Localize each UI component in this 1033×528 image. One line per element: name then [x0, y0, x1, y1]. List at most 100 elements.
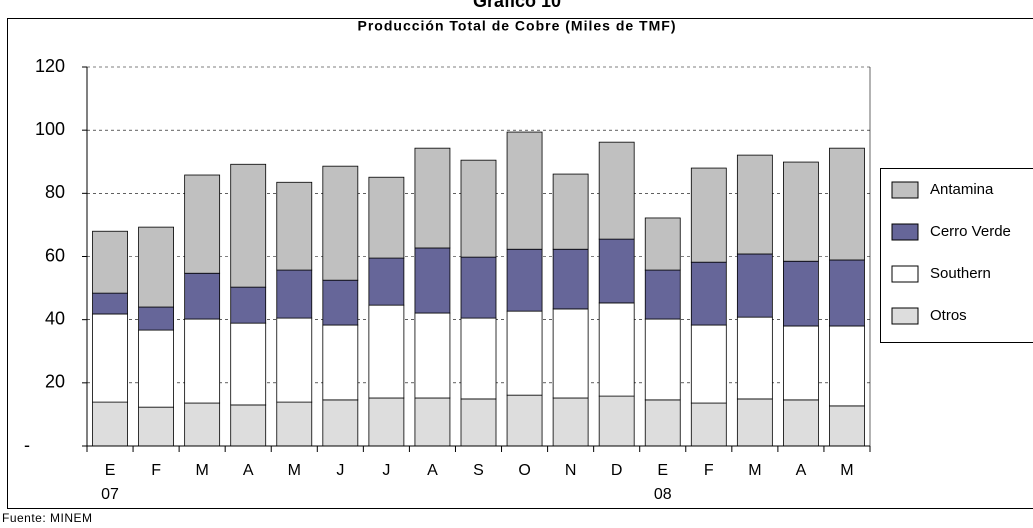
bar-segment	[644, 269, 681, 320]
bar-segment	[184, 174, 221, 274]
legend-swatch	[891, 307, 919, 325]
bar-segment	[598, 238, 635, 304]
bar-segment	[552, 173, 589, 250]
bar-segment	[138, 329, 174, 408]
bar-segment	[829, 259, 865, 327]
bar-segment	[138, 406, 174, 447]
bar-segment	[690, 402, 727, 447]
bar-segment	[414, 312, 451, 399]
bar-segment	[644, 318, 681, 401]
bar-segment	[368, 304, 405, 399]
x-tick-label: J	[382, 462, 390, 479]
legend-label: Antamina	[930, 181, 994, 198]
legend-swatch	[891, 265, 919, 283]
bar-segment	[230, 286, 267, 324]
bar-segment	[368, 397, 405, 447]
bar-segment	[598, 141, 635, 240]
bar-segment	[230, 322, 267, 406]
bar-segment	[552, 308, 589, 399]
x-tick-label: A	[796, 462, 807, 479]
bar-segment	[506, 394, 543, 447]
x-tick-label: O	[518, 462, 530, 479]
x-tick-label: M	[840, 462, 853, 479]
x-tick-label: E	[657, 462, 668, 479]
bar-segment	[598, 302, 635, 397]
bar-segment	[460, 317, 497, 400]
bar-segment	[138, 306, 174, 331]
bar-segment	[783, 260, 819, 327]
x-tick-label: A	[243, 462, 254, 479]
legend-swatch	[891, 181, 919, 199]
bar-segment	[184, 318, 221, 404]
bar-segment	[736, 154, 773, 255]
x-tick-label: M	[748, 462, 761, 479]
chart-title: Gráfico 10	[473, 0, 561, 11]
x-tick-label: M	[195, 462, 208, 479]
bar-segment	[736, 398, 773, 447]
bar-segment	[783, 161, 819, 262]
y-tick-label: 120	[35, 56, 65, 76]
x-tick-label: J	[336, 462, 344, 479]
year-label: 07	[101, 486, 119, 503]
bar-segment	[276, 269, 313, 319]
bar-segment	[322, 279, 359, 326]
year-label: 08	[654, 486, 672, 503]
x-tick-label: F	[704, 462, 714, 479]
x-tick-label: M	[288, 462, 301, 479]
bar-segment	[276, 181, 313, 271]
bar-segment	[690, 167, 727, 263]
bar-segment	[460, 159, 497, 258]
chart-frame	[7, 18, 1033, 509]
bar-segment	[414, 397, 451, 447]
y-tick-label: 20	[45, 372, 65, 392]
bar-segment	[276, 317, 313, 403]
bar-segment	[552, 248, 589, 310]
bar-segment	[460, 398, 497, 447]
bar-segment	[368, 176, 405, 259]
x-tick-label: A	[427, 462, 438, 479]
bar-segment	[506, 310, 543, 396]
bar-segment	[644, 217, 681, 271]
bar-segment	[414, 247, 451, 314]
x-tick-label: E	[105, 462, 116, 479]
bar-segment	[184, 402, 221, 447]
bar-segment	[138, 226, 174, 308]
bar-segment	[322, 165, 359, 281]
legend-swatch	[891, 223, 919, 241]
legend-label: Southern	[930, 265, 991, 282]
bar-segment	[322, 399, 359, 447]
bar-segment	[736, 316, 773, 400]
bar-segment	[783, 399, 819, 447]
bar-segment	[783, 325, 819, 401]
bar-segment	[184, 272, 221, 320]
bar-segment	[552, 397, 589, 447]
bar-segment	[829, 325, 865, 407]
bar-segment	[829, 405, 865, 447]
bar-segment	[322, 324, 359, 401]
bar-segment	[736, 253, 773, 318]
bar-segment	[92, 292, 128, 315]
bar-segment	[230, 163, 267, 288]
legend-label: Cerro Verde	[930, 223, 1011, 240]
chart-subtitle: Producción Total de Cobre (Miles de TMF)	[358, 18, 677, 34]
bar-segment	[690, 324, 727, 404]
bar-segment	[644, 399, 681, 447]
x-tick-label: D	[611, 462, 623, 479]
bar-segment	[414, 147, 451, 249]
y-tick-label: 40	[45, 308, 65, 328]
bar-segment	[598, 395, 635, 447]
y-tick-label: 100	[35, 119, 65, 139]
y-tick-label: -	[24, 435, 30, 455]
legend-label: Otros	[930, 307, 967, 324]
bar-segment	[92, 401, 128, 447]
x-tick-label: F	[151, 462, 161, 479]
bar-segment	[690, 261, 727, 326]
bar-segment	[276, 401, 313, 447]
bar-segment	[92, 313, 128, 403]
bar-segment	[368, 257, 405, 306]
bar-segment	[92, 230, 128, 294]
source-note: Fuente: MINEM	[2, 511, 93, 525]
bar-segment	[829, 147, 865, 261]
x-tick-label: N	[565, 462, 577, 479]
